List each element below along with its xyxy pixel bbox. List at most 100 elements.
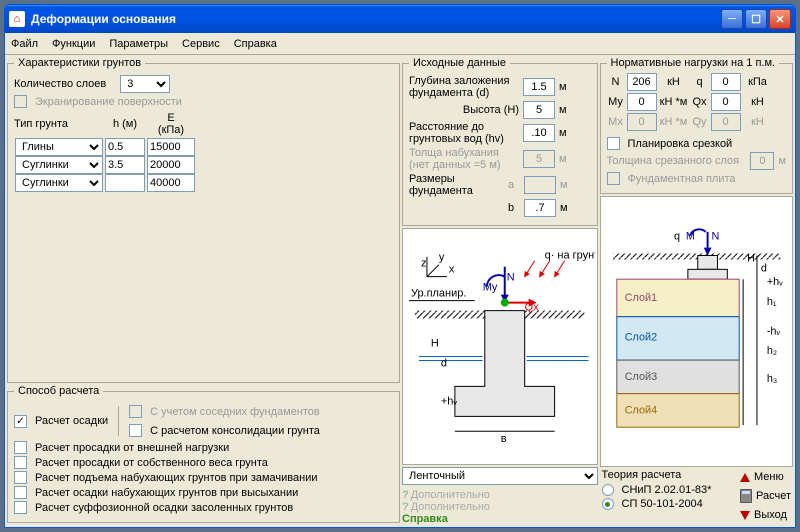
opt4-checkbox[interactable]	[14, 486, 27, 499]
My-input[interactable]	[627, 93, 657, 111]
consol-label: С расчетом консолидации грунта	[150, 425, 320, 437]
opt5-checkbox[interactable]	[14, 501, 27, 514]
soil-type-select[interactable]: Глины	[15, 138, 103, 156]
svg-text:H: H	[747, 252, 755, 264]
shield-checkbox	[14, 95, 27, 108]
svg-text:q: q	[674, 231, 680, 243]
soil-type-select[interactable]: Суглинки	[15, 156, 103, 174]
menu-functions[interactable]: Функции	[52, 38, 95, 50]
help-link[interactable]: Справка	[402, 513, 448, 525]
svg-text:d: d	[441, 357, 447, 369]
svg-text:z: z	[421, 258, 426, 270]
menu-button[interactable]: Меню	[740, 471, 784, 483]
opt4-label: Расчет осадки набухающих грунтов при выс…	[35, 487, 298, 499]
window-buttons: ─ ☐ ✕	[721, 9, 791, 29]
table-row: Суглинки	[14, 174, 196, 192]
soil-E-input[interactable]	[147, 174, 195, 192]
layers-diagram: qM N Слой1 Слой2 Слой3 Слой4 Hd +hᵥ h₁	[600, 196, 794, 467]
size-b-input[interactable]	[524, 199, 556, 217]
menu-help[interactable]: Справка	[234, 38, 277, 50]
menu-params[interactable]: Параметры	[109, 38, 168, 50]
soil-E-input[interactable]	[147, 138, 195, 156]
menu-service[interactable]: Сервис	[182, 38, 220, 50]
shield-label: Экранирование поверхности	[35, 96, 182, 108]
size-a-input	[524, 176, 556, 194]
height-label: Высота (H)	[409, 104, 519, 116]
depth-input[interactable]	[523, 78, 555, 96]
soil-table: Тип грунта h (м) E (кПа) Глины Суглинки	[14, 112, 196, 192]
svg-text:Слой2: Слой2	[624, 331, 656, 343]
svg-text:Слой1: Слой1	[624, 292, 656, 304]
col-type: Тип грунта	[14, 112, 104, 138]
soil-type-select[interactable]: Суглинки	[15, 174, 103, 192]
exit-button[interactable]: Выход	[740, 509, 787, 521]
svg-text:d: d	[760, 262, 766, 274]
calc-settlement-checkbox[interactable]: ✓	[14, 415, 27, 428]
soil-h-input[interactable]	[105, 174, 145, 192]
opt3-checkbox[interactable]	[14, 471, 27, 484]
theory-snip-radio[interactable]	[602, 484, 614, 496]
soil-legend: Характеристики грунтов	[14, 57, 145, 69]
soil-h-input[interactable]	[105, 138, 145, 156]
norm-group: Нормативные нагрузки на 1 п.м. NкН qкПа …	[600, 57, 794, 194]
depth-label: Глубина заложения фундамента (d)	[409, 75, 519, 99]
svg-text:y: y	[439, 252, 445, 264]
svg-text:+hᵥ: +hᵥ	[441, 395, 458, 407]
opt1-label: Расчет просадки от внешней нагрузки	[35, 442, 229, 454]
Qx-input[interactable]	[711, 93, 741, 111]
menubar: Файл Функции Параметры Сервис Справка	[5, 33, 795, 55]
table-row: Глины	[14, 138, 196, 156]
svg-text:+hᵥ: +hᵥ	[766, 276, 782, 288]
svg-text:Слой3: Слой3	[624, 371, 656, 383]
foundation-type-select[interactable]: Ленточный	[402, 467, 598, 485]
svg-text:H: H	[431, 338, 439, 350]
maximize-button[interactable]: ☐	[745, 9, 767, 29]
theory-label: Теория расчета	[602, 469, 737, 481]
arrow-down-icon	[740, 511, 750, 520]
layers-select[interactable]: 3	[120, 75, 170, 93]
N-input[interactable]	[627, 73, 657, 91]
theory-sp-radio[interactable]	[602, 498, 614, 510]
source-legend: Исходные данные	[409, 57, 510, 69]
svg-text:h₁: h₁	[766, 296, 776, 308]
svg-text:h₂: h₂	[766, 345, 776, 357]
extra1-link: Дополнительно	[411, 489, 490, 501]
Qy-input	[711, 113, 741, 131]
arrow-up-icon	[740, 473, 750, 482]
q-input[interactable]	[711, 73, 741, 91]
minimize-button[interactable]: ─	[721, 9, 743, 29]
calculator-icon	[740, 489, 752, 503]
svg-text:q· на грунт: q· на грунт	[545, 250, 595, 262]
svg-text:h₃: h₃	[766, 373, 776, 385]
foundation-diagram: q· на грунт zyx Ур.планир. Mу N Qx	[402, 228, 598, 465]
opt5-label: Расчет суффозионной осадки засоленных гр…	[35, 502, 293, 514]
svg-text:Слой4: Слой4	[624, 404, 656, 416]
opt2-label: Расчет просадки от собственного веса гру…	[35, 457, 268, 469]
norm-legend: Нормативные нагрузки на 1 п.м.	[607, 57, 780, 69]
right-column: Нормативные нагрузки на 1 п.м. NкН qкПа …	[600, 57, 794, 525]
soil-E-input[interactable]	[147, 156, 195, 174]
svg-text:N: N	[711, 231, 719, 243]
close-button[interactable]: ✕	[769, 9, 791, 29]
gw-input[interactable]	[523, 124, 555, 142]
soil-h-input[interactable]	[105, 156, 145, 174]
cut-thick-input	[750, 152, 774, 170]
opt1-checkbox[interactable]	[14, 441, 27, 454]
consol-checkbox[interactable]	[129, 424, 142, 437]
svg-text:Mу: Mу	[483, 282, 498, 294]
height-input[interactable]	[523, 101, 555, 119]
Mx-input	[627, 113, 657, 131]
source-group: Исходные данные Глубина заложения фундам…	[402, 57, 598, 226]
size-label: Размеры фундамента	[409, 173, 504, 197]
calc-button[interactable]: Расчет	[740, 489, 791, 503]
cut-checkbox[interactable]	[607, 137, 620, 150]
cut-thick-label: Толщина срезанного слоя	[607, 155, 747, 167]
opt2-checkbox[interactable]	[14, 456, 27, 469]
svg-text:-hᵥ: -hᵥ	[766, 325, 780, 337]
svg-text:x: x	[449, 264, 455, 276]
neighb-label: С учетом соседних фундаментов	[150, 406, 320, 418]
svg-text:M: M	[685, 231, 694, 243]
menu-file[interactable]: Файл	[11, 38, 38, 50]
swell-input	[523, 150, 555, 168]
method-legend: Способ расчета	[14, 385, 103, 397]
